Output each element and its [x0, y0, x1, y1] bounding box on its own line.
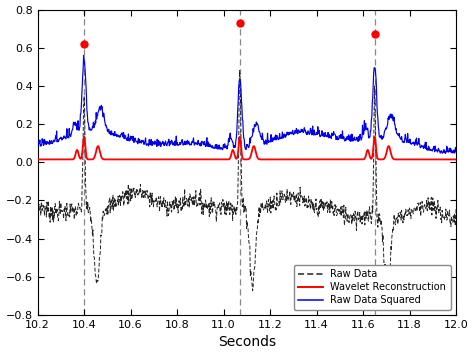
Legend: Raw Data, Wavelet Reconstruction, Raw Data Squared: Raw Data, Wavelet Reconstruction, Raw Da… — [293, 264, 451, 310]
X-axis label: Seconds: Seconds — [218, 335, 276, 349]
